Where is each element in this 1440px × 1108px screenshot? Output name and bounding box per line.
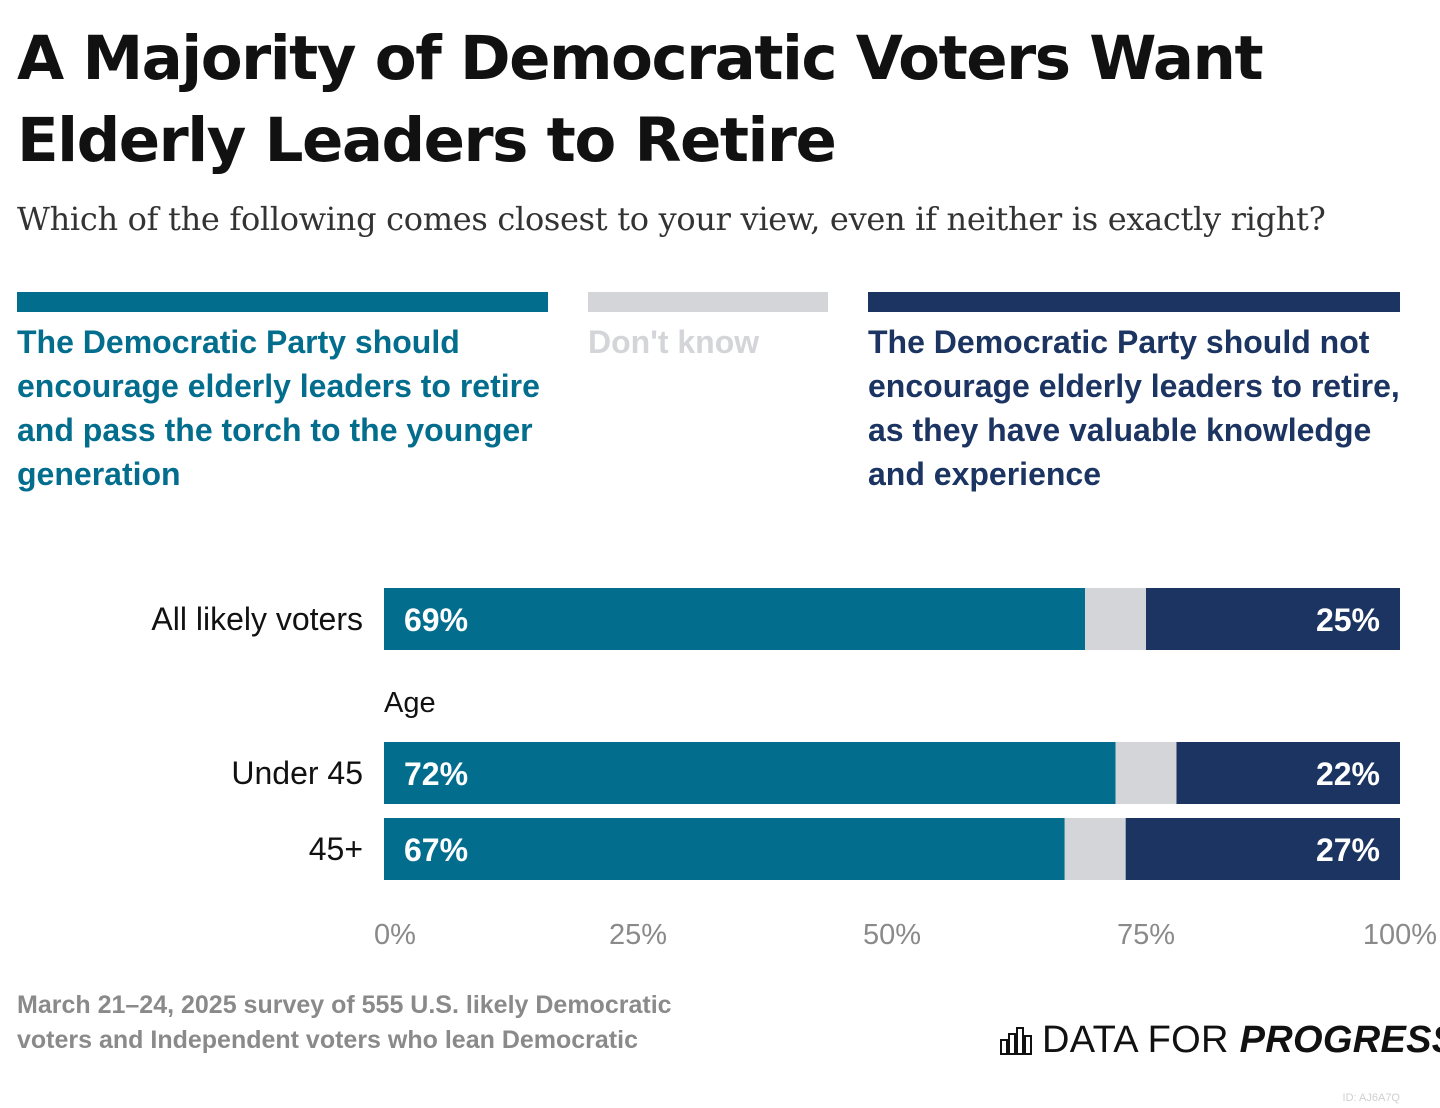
bar-segment: [1085, 588, 1146, 650]
chart-title: A Majority of Democratic Voters Want Eld…: [17, 23, 1264, 176]
category-label: 45+: [309, 831, 363, 867]
chart-id: ID: AJ6A7Q: [1342, 1092, 1400, 1104]
bar-chart-icon: [1000, 1027, 1032, 1055]
data-label: 27%: [1316, 832, 1380, 868]
legend-label-dont-know: Don't know: [588, 324, 760, 360]
data-label: 22%: [1316, 756, 1380, 792]
category-label: Under 45: [231, 755, 363, 791]
data-label: 72%: [404, 756, 468, 792]
bar-segment: [1146, 588, 1400, 650]
chart-subtitle: Which of the following comes closest to …: [17, 200, 1326, 238]
legend-item-not-encourage: The Democratic Party should not encourag…: [868, 292, 1400, 496]
category-label: All likely voters: [151, 601, 363, 637]
bar-segment: [1176, 742, 1400, 804]
legend-swatch-encourage: [17, 292, 548, 312]
x-tick-label: 25%: [609, 919, 667, 951]
bar-segment: [384, 742, 1116, 804]
brand-name-strong: PROGRESS: [1239, 1019, 1440, 1061]
x-tick-label: 100%: [1363, 919, 1437, 951]
legend-label-encourage: The Democratic Party should encourage el…: [17, 324, 540, 492]
x-tick-label: 75%: [1117, 919, 1175, 951]
legend-swatch-not-encourage: [868, 292, 1400, 312]
legend-item-dont-know: Don't know: [588, 292, 828, 364]
bar-segment: [1064, 818, 1126, 880]
legend-swatch-dont-know: [588, 292, 828, 312]
brand-name: DATA FOR PROGRESS: [1042, 1018, 1440, 1062]
x-tick-label: 0%: [374, 919, 416, 951]
bar-segment: [384, 588, 1086, 650]
bar-segment: [384, 818, 1065, 880]
bar-segment: [1115, 742, 1177, 804]
bar-segment: [1125, 818, 1400, 880]
x-tick-label: 50%: [863, 919, 921, 951]
data-label: 69%: [404, 602, 468, 638]
stacked-bar-chart: All likely voters 69% 25% Under 45 72% 22% 45+…: [151, 588, 1437, 951]
data-label: 25%: [1316, 602, 1380, 638]
data-label: 67%: [404, 832, 468, 868]
brand-logo: DATA FOR PROGRESS: [1000, 1018, 1440, 1062]
legend-label-not-encourage: The Democratic Party should not encourag…: [868, 324, 1400, 492]
brand-name-plain: DATA FOR: [1042, 1019, 1229, 1061]
group-label: Age: [384, 687, 436, 719]
source-note: March 21–24, 2025 survey of 555 U.S. lik…: [17, 991, 672, 1054]
legend-item-encourage: The Democratic Party should encourage el…: [17, 292, 548, 496]
